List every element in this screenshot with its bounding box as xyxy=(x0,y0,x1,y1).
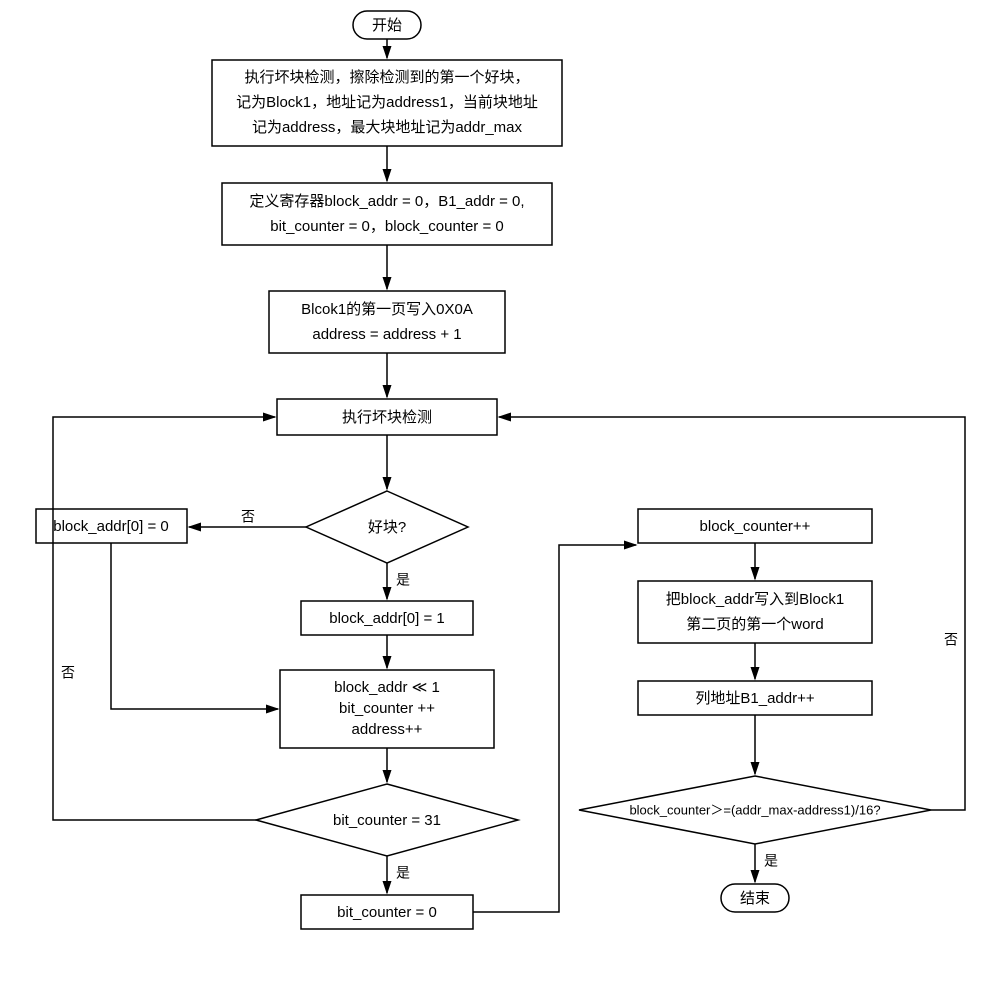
p7-line2: bit_counter ++ xyxy=(339,700,435,717)
p1-line1: 执行坏块检测，擦除检测到的第一个好块， xyxy=(244,68,529,86)
p8-text: bit_counter = 0 xyxy=(337,904,437,921)
d3-yes-label: 是 xyxy=(764,853,778,869)
d1-no-label: 否 xyxy=(241,509,255,525)
d2-yes-label: 是 xyxy=(396,865,410,881)
p3-line2: address = address + 1 xyxy=(312,326,461,343)
d1-yes-label: 是 xyxy=(396,572,410,588)
p9-text: block_counter++ xyxy=(700,518,811,535)
d2-no-label: 否 xyxy=(61,665,75,681)
d2-text: bit_counter = 31 xyxy=(333,812,441,829)
p3-line1: Blcok1的第一页写入0X0A xyxy=(301,300,473,318)
p10-line1: 把block_addr写入到Block1 xyxy=(666,591,844,608)
d1-text: 好块? xyxy=(368,519,406,536)
p10-line2: 第二页的第一个word xyxy=(686,615,824,633)
p4-text: 执行坏块检测 xyxy=(342,409,432,426)
start-label: 开始 xyxy=(372,17,402,34)
p1-line3: 记为address，最大块地址记为addr_max xyxy=(252,119,523,136)
p5-text: block_addr[0] = 0 xyxy=(53,518,169,535)
p11-text: 列地址B1_addr++ xyxy=(695,690,814,707)
p7-line1: block_addr ≪ 1 xyxy=(334,679,440,696)
d3-no-label: 否 xyxy=(944,632,958,648)
p6-text: block_addr[0] = 1 xyxy=(329,610,445,627)
p7-line3: address++ xyxy=(352,721,423,738)
end-label: 结束 xyxy=(740,890,770,907)
flowchart-svg: 开始 执行坏块检测，擦除检测到的第一个好块， 记为Block1，地址记为addr… xyxy=(0,0,1000,991)
p1-line2: 记为Block1，地址记为address1，当前块地址 xyxy=(236,94,538,111)
p2-line2: bit_counter = 0，block_counter = 0 xyxy=(270,218,503,235)
p2-line1: 定义寄存器block_addr = 0，B1_addr = 0, xyxy=(249,192,524,210)
d3-text: block_counter＞=(addr_max-address1)/16? xyxy=(629,802,880,817)
